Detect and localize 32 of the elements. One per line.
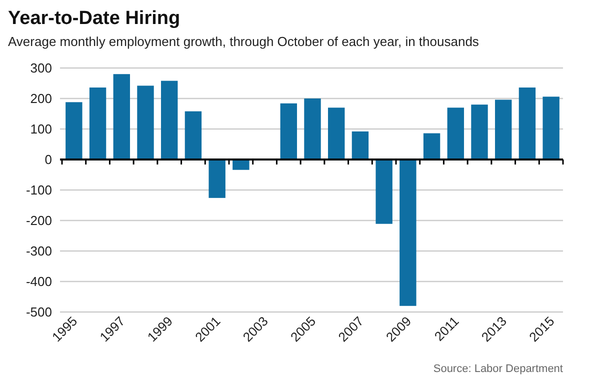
bar <box>66 102 82 160</box>
y-tick-label: 200 <box>30 91 52 106</box>
y-tick-label: -400 <box>26 274 52 290</box>
bar <box>184 111 202 160</box>
bar <box>232 160 250 170</box>
bar <box>280 103 297 160</box>
bar <box>304 98 321 160</box>
bar <box>400 160 416 306</box>
source-note: Source: Labor Department <box>433 363 563 375</box>
y-tick-label: -200 <box>26 213 52 228</box>
bar <box>137 86 154 160</box>
y-tick-label: -300 <box>26 244 52 259</box>
bar <box>113 74 130 160</box>
bar <box>328 108 345 160</box>
y-tick-label: -100 <box>26 182 52 198</box>
chart-title: Year-to-Date Hiring <box>8 8 180 29</box>
y-tick-label: 300 <box>30 60 52 76</box>
bar <box>89 88 106 160</box>
bar <box>471 104 488 160</box>
chart-subtitle: Average monthly employment growth, through October of each year, in thousands <box>8 34 480 49</box>
bar <box>352 131 369 160</box>
y-tick-label: 0 <box>44 152 52 168</box>
bar <box>423 133 440 160</box>
bar <box>495 100 512 160</box>
bar <box>208 160 226 198</box>
y-tick-label: 100 <box>30 122 52 137</box>
bar <box>542 96 560 160</box>
bar <box>518 88 536 160</box>
bar <box>376 160 392 224</box>
bar <box>161 80 178 160</box>
bar <box>447 108 464 160</box>
y-tick-label: -500 <box>26 304 52 320</box>
